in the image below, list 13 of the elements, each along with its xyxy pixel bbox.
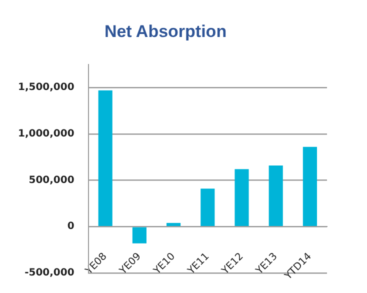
bar xyxy=(166,222,181,226)
bar xyxy=(234,169,249,226)
chart-title: Net Absorption xyxy=(104,22,227,41)
bar xyxy=(132,227,146,244)
y-tick-label: 1,500,000 xyxy=(18,82,74,94)
bar xyxy=(268,165,283,226)
y-tick-label: -500,000 xyxy=(24,268,74,279)
y-tick-label: 0 xyxy=(67,221,74,232)
y-tick-label: 1,000,000 xyxy=(18,128,74,140)
bar xyxy=(98,90,112,226)
bar xyxy=(200,188,215,226)
y-tick-label: 500,000 xyxy=(28,174,74,186)
bar xyxy=(302,146,317,226)
